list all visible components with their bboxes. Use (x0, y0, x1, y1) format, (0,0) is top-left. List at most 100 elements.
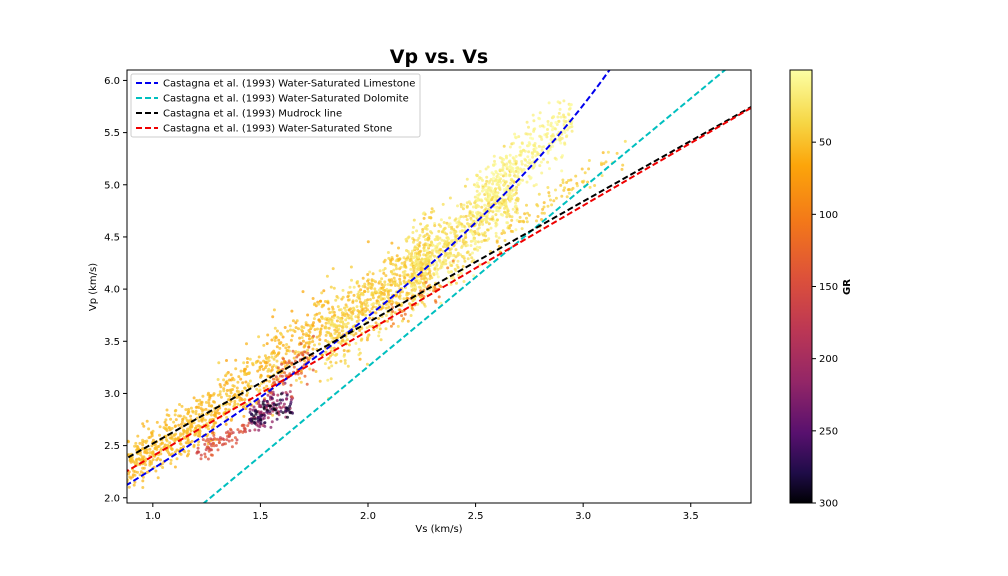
scatter-point (492, 189, 496, 193)
scatter-point (546, 204, 550, 208)
scatter-point (204, 400, 208, 404)
scatter-point (390, 313, 394, 317)
scatter-point (416, 238, 419, 242)
scatter-point (248, 429, 252, 433)
scatter-point (326, 331, 330, 335)
scatter-point (523, 149, 527, 153)
scatter-point (237, 390, 241, 394)
scatter-point (143, 450, 147, 454)
scatter-point (476, 248, 480, 252)
scatter-point (358, 297, 362, 301)
scatter-point (218, 436, 222, 440)
scatter-point (366, 287, 370, 291)
scatter-point (198, 398, 202, 402)
scatter-point (345, 338, 349, 342)
scatter-point (173, 425, 177, 428)
scatter-point (509, 181, 513, 185)
scatter-point (550, 134, 554, 138)
scatter-point (354, 315, 358, 319)
scatter-point (246, 391, 250, 395)
scatter-point (300, 351, 304, 355)
scatter-point (357, 353, 361, 357)
scatter-point (454, 248, 458, 252)
scatter-point (520, 162, 524, 166)
scatter-point (289, 383, 293, 387)
scatter-point (409, 263, 413, 267)
scatter-point (540, 218, 543, 221)
scatter-point (502, 158, 506, 161)
scatter-point (466, 243, 469, 247)
scatter-point (357, 313, 360, 317)
scatter-point (366, 290, 370, 293)
scatter-point (222, 378, 226, 382)
scatter-point (472, 214, 475, 218)
legend-label: Castagna et al. (1993) Mudrock line (163, 109, 342, 120)
scatter-point (406, 255, 410, 259)
scatter-point (269, 425, 273, 429)
scatter-point (601, 151, 605, 155)
scatter-point (218, 383, 222, 386)
scatter-point (222, 389, 226, 393)
scatter-point (409, 254, 413, 258)
scatter-point (430, 207, 434, 211)
scatter-point (325, 358, 329, 362)
scatter-point (245, 342, 248, 346)
scatter-point (339, 359, 343, 363)
scatter-point (300, 336, 304, 340)
scatter-point (494, 234, 498, 238)
scatter-point (275, 359, 279, 363)
scatter-point (291, 319, 295, 323)
scatter-point (302, 359, 306, 363)
scatter-point (422, 295, 426, 299)
scatter-point (258, 365, 262, 369)
scatter-point (419, 222, 423, 226)
scatter-point (553, 156, 557, 160)
scatter-point (200, 418, 204, 422)
scatter-point (463, 184, 467, 188)
scatter-point (527, 144, 531, 148)
scatter-point (457, 217, 461, 221)
scatter-point (289, 338, 293, 342)
scatter-point (261, 402, 265, 406)
scatter-point (189, 429, 193, 433)
scatter-point (485, 179, 489, 183)
scatter-point (542, 211, 546, 215)
scatter-point (475, 173, 479, 177)
scatter-point (524, 132, 528, 136)
scatter-point (406, 319, 410, 323)
scatter-point (492, 199, 496, 203)
scatter-point (527, 150, 531, 154)
scatter-point (502, 179, 506, 183)
scatter-point (262, 343, 266, 347)
scatter-point (279, 392, 283, 396)
scatter-point (529, 136, 533, 140)
scatter-point (304, 334, 308, 337)
scatter-point (128, 475, 132, 479)
scatter-point (234, 441, 238, 445)
scatter-point (442, 262, 446, 266)
scatter-point (384, 306, 388, 310)
y-tick-label: 2.5 (104, 441, 120, 452)
scatter-point (363, 313, 367, 317)
scatter-point (521, 219, 525, 223)
scatter-point (189, 406, 193, 410)
scatter-point (413, 273, 417, 277)
scatter-point (501, 164, 505, 168)
scatter-point (165, 439, 169, 443)
scatter-point (141, 438, 145, 442)
scatter-point (448, 216, 452, 220)
scatter-point (386, 303, 390, 307)
scatter-point (360, 305, 363, 309)
scatter-point (264, 360, 268, 364)
scatter-point (391, 310, 395, 313)
scatter-point (417, 255, 421, 259)
scatter-point (387, 256, 391, 260)
scatter-point (529, 176, 533, 180)
scatter-point (238, 398, 242, 402)
scatter-point (257, 384, 261, 388)
scatter-point (363, 310, 367, 314)
scatter-point (196, 446, 200, 450)
scatter-point (450, 254, 454, 257)
scatter-point (477, 193, 481, 197)
scatter-point (352, 308, 356, 312)
